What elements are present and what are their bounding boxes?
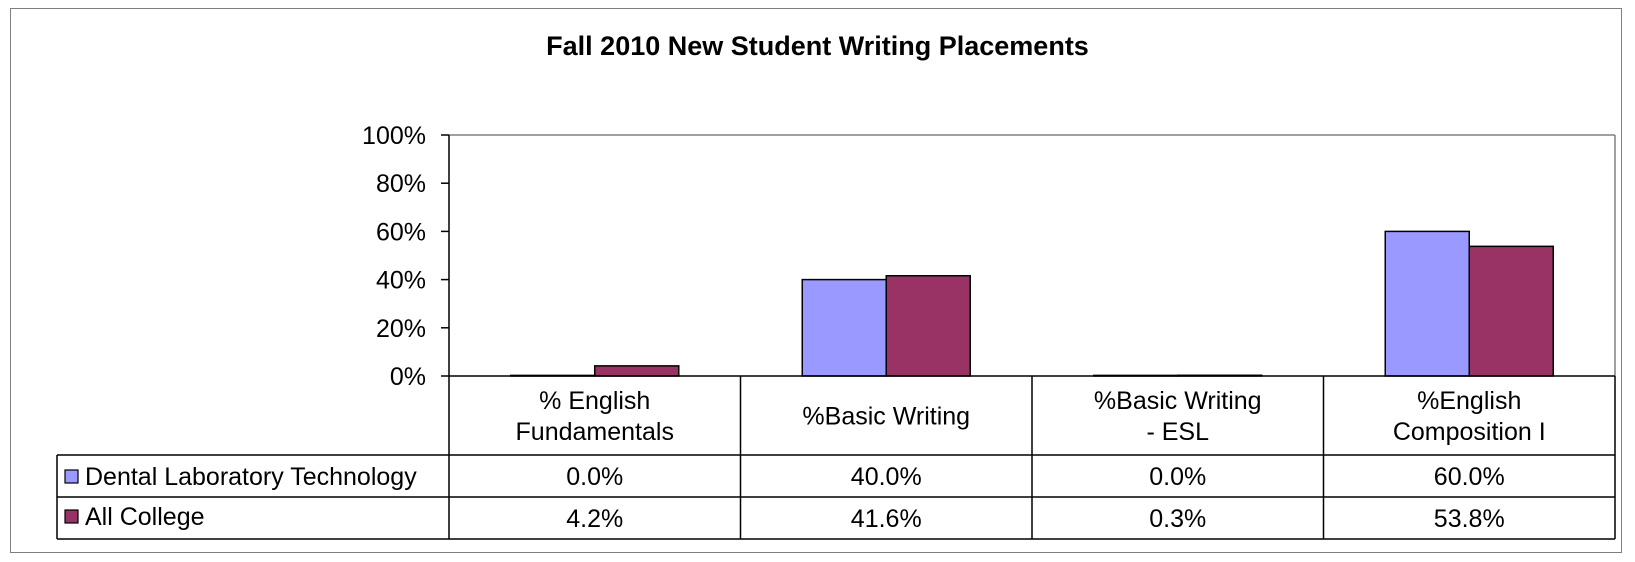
data-value: 60.0%: [1434, 463, 1505, 491]
x-category-label: %Basic Writing: [802, 403, 970, 431]
x-category-label: %Basic Writing: [1094, 387, 1262, 415]
x-category-label: Composition I: [1393, 418, 1546, 446]
legend-key: [64, 509, 79, 524]
y-tick-label: 80%: [376, 170, 426, 198]
bar: [1384, 230, 1470, 377]
x-category-label: Fundamentals: [516, 418, 674, 446]
bar: [594, 365, 680, 377]
y-tick-label: 40%: [376, 267, 426, 295]
legend-key: [64, 469, 79, 484]
data-value: 40.0%: [851, 463, 922, 491]
data-value: 4.2%: [566, 505, 623, 533]
y-tick-label: 20%: [376, 315, 426, 343]
data-value: 0.0%: [1149, 463, 1206, 491]
legend-label: All College: [85, 503, 205, 531]
bar: [1468, 245, 1554, 377]
data-value: 0.3%: [1149, 505, 1206, 533]
bar: [801, 278, 887, 377]
bar: [885, 274, 971, 377]
data-value: 53.8%: [1434, 505, 1505, 533]
y-tick-label: 100%: [362, 122, 426, 150]
y-tick-label: 0%: [390, 363, 426, 391]
x-category-label: - ESL: [1146, 418, 1209, 446]
y-tick-label: 60%: [376, 218, 426, 246]
x-category-label: %English: [1417, 387, 1521, 415]
legend-label: Dental Laboratory Technology: [85, 463, 417, 491]
data-value: 0.0%: [566, 463, 623, 491]
x-category-label: % English: [539, 387, 650, 415]
data-value: 41.6%: [851, 505, 922, 533]
chart-title: Fall 2010 New Student Writing Placements: [546, 31, 1089, 61]
